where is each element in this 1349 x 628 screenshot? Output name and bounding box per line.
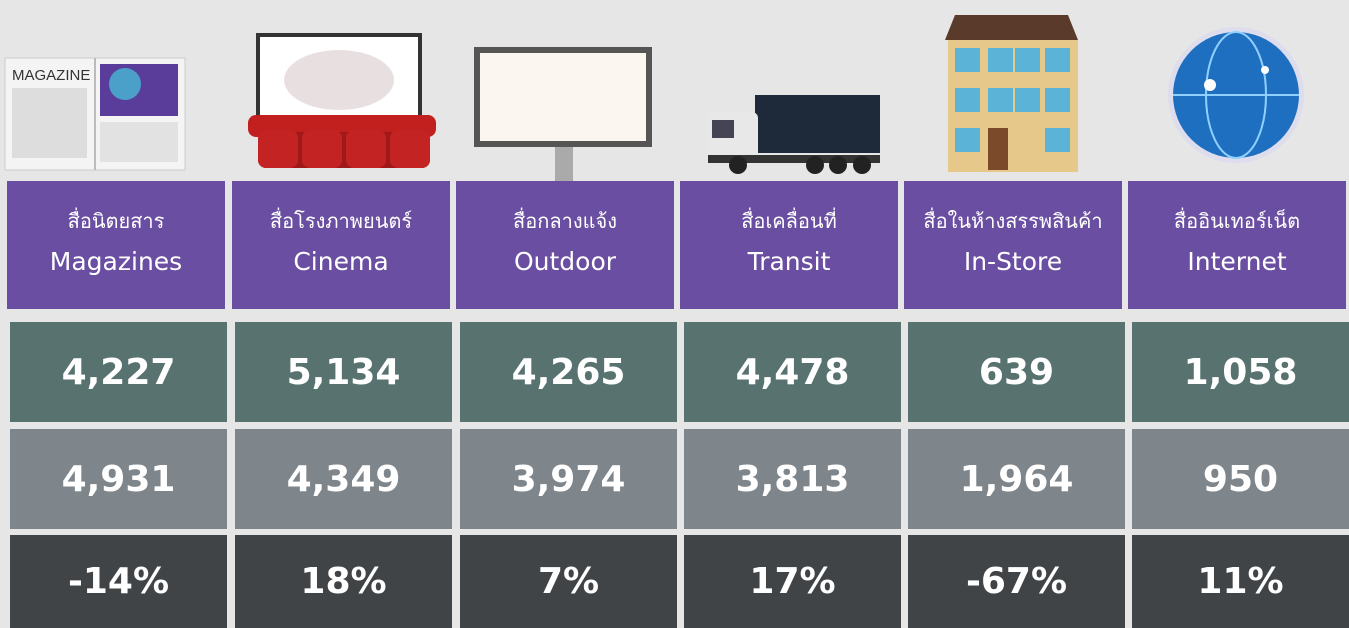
column-header: สื่อนิตยสาร Magazines <box>7 181 225 309</box>
globe-icon <box>1168 27 1304 163</box>
thai-label: สื่อเคลื่อนที่ <box>741 209 837 233</box>
thai-label: สื่อนิตยสาร <box>67 209 165 233</box>
magazine-title: MAGAZINE <box>12 67 90 84</box>
english-label: In-Store <box>963 247 1063 276</box>
table-cell: 11% <box>1132 535 1349 628</box>
building-icon <box>945 15 1078 172</box>
column-header: สื่ออินเทอร์เน็ต Internet <box>1128 181 1346 309</box>
table-cell: 4,349 <box>235 429 452 529</box>
table-cell: -14% <box>10 535 227 628</box>
table-cell: 7% <box>460 535 677 628</box>
thai-label: สื่อในห้างสรรพสินค้า <box>923 209 1103 233</box>
english-label: Internet <box>1187 247 1287 276</box>
truck-icon <box>708 95 880 174</box>
table-cell: 3,974 <box>460 429 677 529</box>
table-cell: 4,931 <box>10 429 227 529</box>
table-cell: 3,813 <box>684 429 901 529</box>
thai-label: สื่ออินเทอร์เน็ต <box>1173 209 1301 233</box>
magazine-icon: MAGAZINE <box>4 57 186 171</box>
billboard-icon <box>474 47 652 181</box>
column-header: สื่อในห้างสรรพสินค้า In-Store <box>904 181 1122 309</box>
english-label: Magazines <box>49 247 183 276</box>
column-header: สื่อโรงภาพยนตร์ Cinema <box>232 181 450 309</box>
table-cell: 17% <box>684 535 901 628</box>
column-header: สื่อเคลื่อนที่ Transit <box>680 181 898 309</box>
table-cell: 950 <box>1132 429 1349 529</box>
english-label: Transit <box>747 247 831 276</box>
table-cell: 639 <box>908 322 1125 422</box>
table-cell: 5,134 <box>235 322 452 422</box>
english-label: Outdoor <box>513 247 617 276</box>
english-label: Cinema <box>293 247 389 276</box>
table-cell: 4,478 <box>684 322 901 422</box>
table-cell: -67% <box>908 535 1125 628</box>
thai-label: สื่อโรงภาพยนตร์ <box>269 209 413 233</box>
table-cell: 1,058 <box>1132 322 1349 422</box>
table-cell: 4,265 <box>460 322 677 422</box>
cinema-icon <box>248 33 436 168</box>
table-cell: 1,964 <box>908 429 1125 529</box>
thai-label: สื่อกลางแจ้ง <box>513 209 617 233</box>
table-cell: 18% <box>235 535 452 628</box>
icons: MAGAZINE <box>4 15 1304 181</box>
column-header: สื่อกลางแจ้ง Outdoor <box>456 181 674 309</box>
table-cell: 4,227 <box>10 322 227 422</box>
